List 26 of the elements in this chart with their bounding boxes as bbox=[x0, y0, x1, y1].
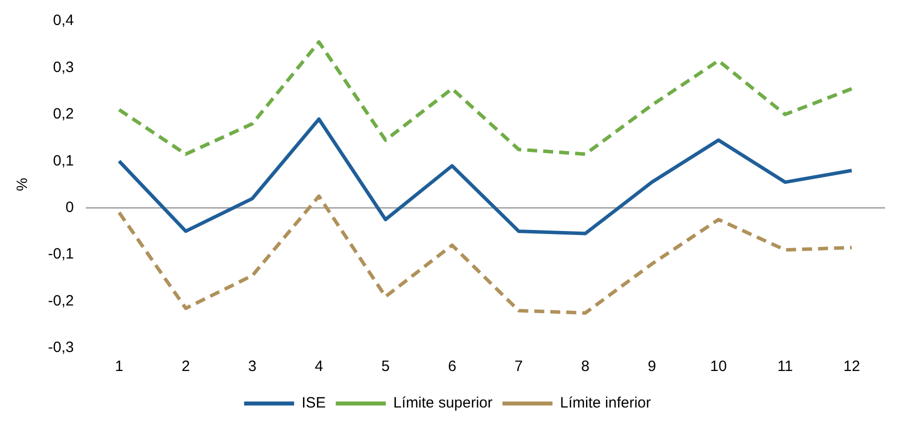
line-series bbox=[117, 40, 854, 156]
y-tick-label: 0,1 bbox=[52, 152, 74, 170]
x-tick-label: 5 bbox=[381, 358, 390, 376]
x-tick-label: 3 bbox=[248, 358, 257, 376]
y-tick-label: 0,2 bbox=[52, 106, 74, 123]
y-axis-title: % bbox=[14, 178, 32, 192]
x-tick-label: 12 bbox=[843, 358, 860, 376]
x-tick-label: 4 bbox=[314, 358, 324, 376]
y-tick-label: -0,1 bbox=[48, 246, 74, 263]
legend-label: Límite superior bbox=[393, 394, 493, 412]
legend-label: ISE bbox=[302, 394, 326, 412]
y-tick-label: 0 bbox=[66, 199, 74, 216]
y-tick-label: -0,3 bbox=[48, 339, 74, 356]
y-tick-label: 0,4 bbox=[52, 12, 74, 30]
x-tick-label: 9 bbox=[648, 358, 656, 376]
y-tick-label: 0,3 bbox=[52, 58, 74, 76]
x-tick-label: 7 bbox=[514, 358, 523, 376]
x-tick-label: 1 bbox=[114, 358, 124, 376]
legend-label: Límite inferior bbox=[560, 394, 651, 412]
x-tick-label: 2 bbox=[182, 358, 190, 376]
x-tick-label: 8 bbox=[581, 358, 590, 376]
x-tick-label: 10 bbox=[710, 358, 727, 376]
line-series bbox=[117, 194, 854, 315]
x-tick-label: 11 bbox=[777, 358, 793, 376]
x-tick-label: 6 bbox=[448, 358, 456, 376]
y-tick-label: -0,2 bbox=[48, 292, 74, 310]
